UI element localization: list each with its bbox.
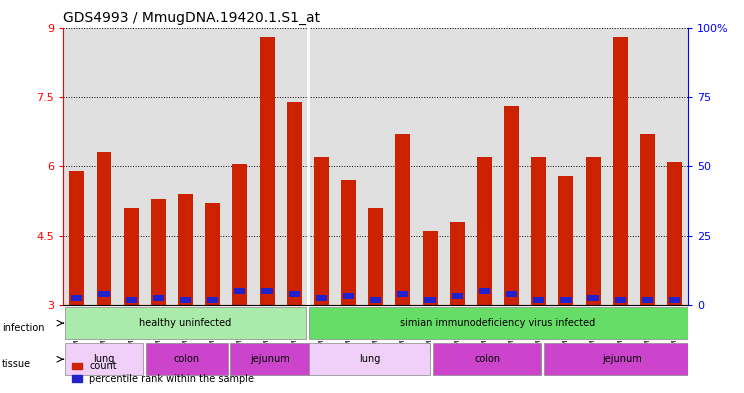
FancyBboxPatch shape — [231, 343, 310, 375]
Bar — [588, 295, 599, 301]
Bar — [559, 176, 574, 305]
FancyBboxPatch shape — [310, 307, 700, 340]
Bar — [397, 290, 408, 297]
Bar — [531, 157, 546, 305]
Bar — [124, 208, 138, 305]
Bar — [368, 208, 383, 305]
Text: colon: colon — [474, 354, 500, 364]
Bar — [97, 152, 112, 305]
Bar — [640, 134, 655, 305]
Bar — [370, 298, 382, 303]
Text: simian immunodeficiency virus infected: simian immunodeficiency virus infected — [400, 318, 596, 328]
Bar — [504, 106, 519, 305]
Bar — [180, 298, 191, 303]
FancyBboxPatch shape — [433, 343, 542, 375]
Bar — [586, 157, 600, 305]
Bar — [69, 171, 84, 305]
Bar — [669, 298, 680, 303]
Bar — [560, 298, 571, 303]
Text: tissue: tissue — [2, 358, 31, 369]
Bar — [260, 37, 275, 305]
Text: colon: colon — [174, 354, 200, 364]
FancyBboxPatch shape — [65, 343, 144, 375]
Bar — [450, 222, 465, 305]
Bar — [395, 134, 411, 305]
Bar — [205, 203, 220, 305]
Bar — [423, 231, 437, 305]
Bar — [286, 101, 301, 305]
FancyBboxPatch shape — [544, 343, 700, 375]
Text: infection: infection — [2, 323, 45, 333]
FancyBboxPatch shape — [310, 343, 430, 375]
Bar — [452, 293, 463, 299]
FancyBboxPatch shape — [146, 343, 228, 375]
Bar — [533, 298, 545, 303]
Bar — [314, 157, 329, 305]
Bar — [261, 288, 272, 294]
Bar — [153, 295, 164, 301]
Text: jejunum: jejunum — [603, 354, 642, 364]
Bar — [289, 290, 300, 297]
Bar — [71, 295, 83, 301]
Bar — [343, 293, 354, 299]
Bar — [479, 288, 490, 294]
Text: lung: lung — [93, 354, 115, 364]
Bar — [232, 164, 247, 305]
Bar — [615, 298, 626, 303]
Bar — [506, 290, 517, 297]
Bar — [667, 162, 682, 305]
Bar — [178, 194, 193, 305]
Legend: count, percentile rank within the sample: count, percentile rank within the sample — [68, 358, 258, 388]
Bar — [234, 288, 246, 294]
Bar — [126, 298, 137, 303]
Bar — [315, 295, 327, 301]
Bar — [477, 157, 492, 305]
Text: jejunum: jejunum — [250, 354, 289, 364]
Bar — [151, 199, 166, 305]
FancyBboxPatch shape — [65, 307, 307, 340]
Text: healthy uninfected: healthy uninfected — [139, 318, 231, 328]
Text: GDS4993 / MmugDNA.19420.1.S1_at: GDS4993 / MmugDNA.19420.1.S1_at — [63, 11, 321, 25]
Bar — [341, 180, 356, 305]
Bar — [613, 37, 628, 305]
Bar — [642, 298, 653, 303]
Bar — [207, 298, 218, 303]
Bar — [98, 290, 109, 297]
Bar — [425, 298, 436, 303]
Text: lung: lung — [359, 354, 380, 364]
